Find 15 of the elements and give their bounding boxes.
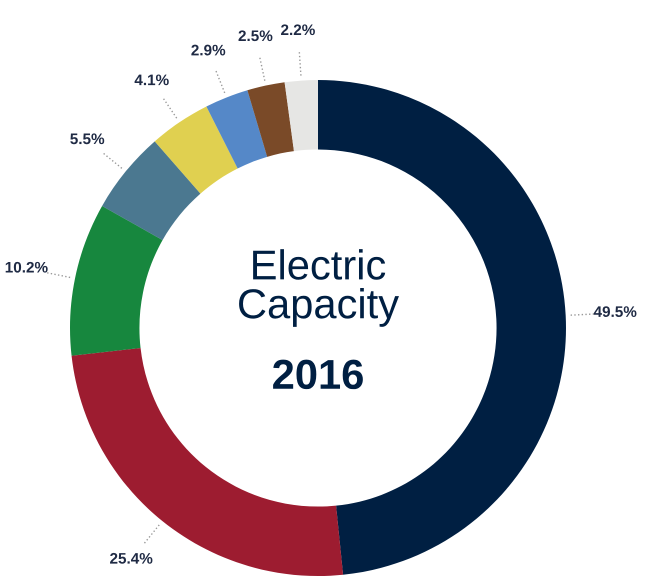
donut-slice [154, 106, 238, 194]
data-label: 4.1% [134, 74, 169, 86]
data-label: 10.2% [6, 262, 48, 273]
donut-slice [247, 82, 294, 157]
data-label: 2.5% [238, 30, 272, 42]
data-label: 5.5% [70, 133, 104, 144]
donut-slice [284, 80, 318, 152]
text: Electric Capacity [239, 249, 399, 327]
text: 2016 [273, 360, 363, 390]
data-label: 25.4% [110, 552, 152, 564]
data-label: 2.9% [191, 44, 226, 56]
data-label: 2.2% [281, 24, 315, 36]
data-label: 49.5% [594, 306, 636, 318]
donut-slice [70, 206, 163, 356]
donut-slice [206, 90, 268, 169]
